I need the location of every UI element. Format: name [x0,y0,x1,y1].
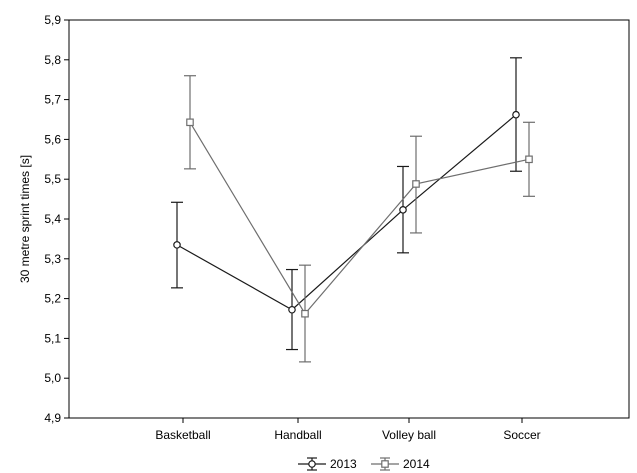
y-axis-label: 30 metre sprint times [s] [18,155,32,283]
data-point [288,305,296,314]
x-tick-label: Handball [274,428,321,442]
x-tick-label: Soccer [503,428,540,442]
data-point [308,460,316,468]
y-tick-label: 5,9 [44,13,61,27]
legend: 2013 2014 [298,457,430,471]
series-line [176,114,517,311]
y-tick-label: 5,5 [44,172,61,186]
x-tick-label: Basketball [155,428,210,442]
legend-item-2013: 2013 [298,457,357,471]
plot-area [68,19,630,419]
y-tick-label: 5,6 [44,132,61,146]
data-point [173,241,181,249]
series-2013 [171,57,522,351]
series-layer [171,57,535,363]
x-axis: Basketball Handball Volley ball Soccer [155,418,541,442]
data-point [186,118,194,127]
legend-item-2014: 2014 [371,457,430,471]
data-point [512,110,520,119]
data-point [525,155,533,164]
data-point [412,180,420,188]
data-point [301,309,309,318]
data-point [399,206,407,214]
legend-label: 2014 [403,457,430,471]
series-2014 [184,75,535,363]
y-tick-label: 5,1 [44,331,61,345]
data-point [381,460,389,468]
legend-label: 2013 [330,457,357,471]
y-axis: 4,9 5,0 5,1 5,2 5,3 5,4 5,5 5,6 5,7 5,8 5,9 [44,13,69,425]
y-tick-label: 5,4 [44,212,61,226]
y-tick-label: 5,7 [44,93,61,107]
y-tick-label: 5,2 [44,292,61,306]
y-tick-label: 4,9 [44,411,61,425]
y-tick-label: 5,0 [44,371,61,385]
series-line [189,121,530,315]
y-tick-label: 5,3 [44,252,61,266]
x-tick-label: Volley ball [382,428,436,442]
y-tick-label: 5,8 [44,53,61,67]
